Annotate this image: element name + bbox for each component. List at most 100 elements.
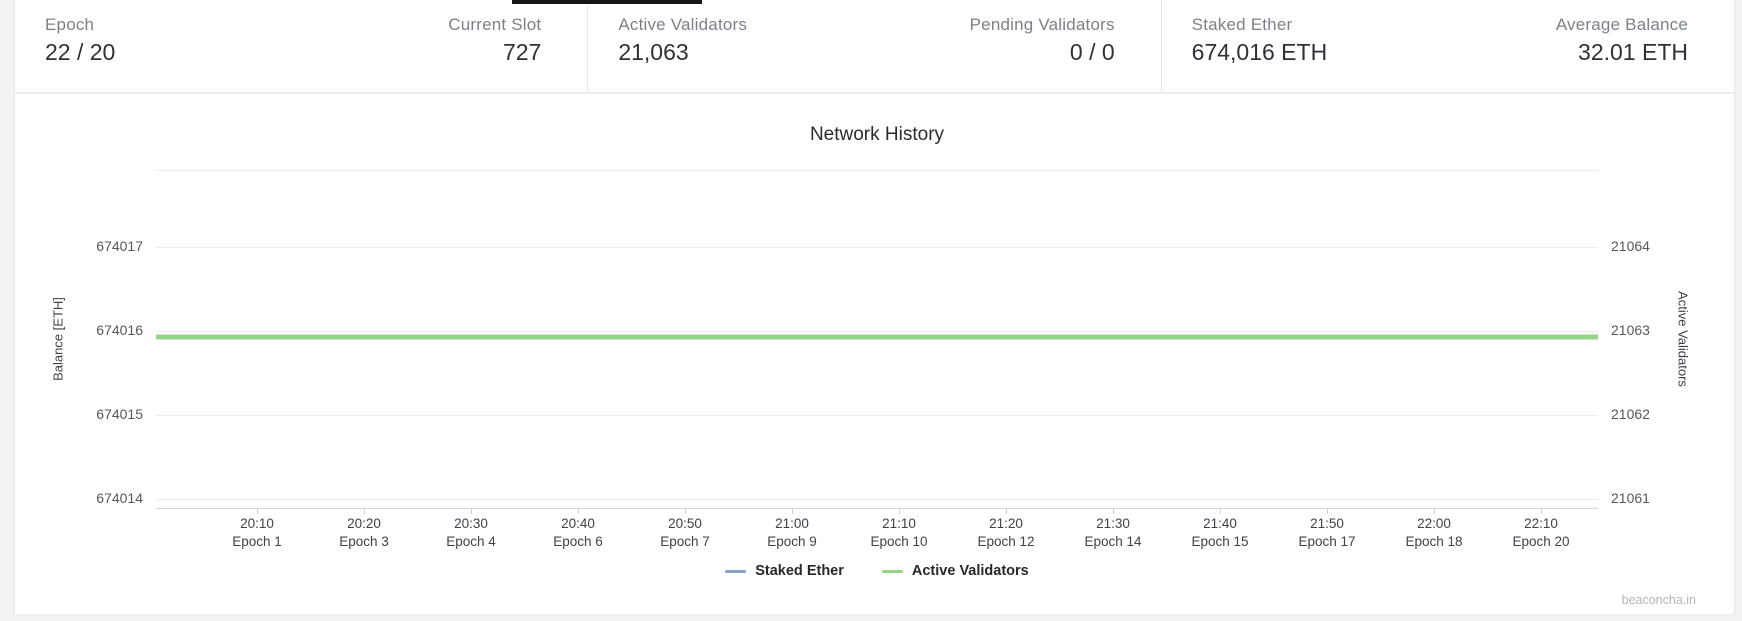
left-axis-title: Balance [ETH] bbox=[50, 297, 66, 381]
legend-swatch bbox=[881, 569, 903, 573]
legend-label: Active Validators bbox=[911, 563, 1029, 579]
gridline bbox=[156, 170, 1598, 171]
plot-area[interactable] bbox=[156, 170, 1598, 514]
stat-label: Current Slot bbox=[448, 15, 542, 34]
x-axis-tick-label: 21:10 Epoch 10 bbox=[833, 515, 965, 551]
x-tick-epoch: Epoch 10 bbox=[870, 534, 928, 549]
x-tick-time: 22:10 bbox=[1524, 516, 1558, 531]
x-axis-tick-mark bbox=[1006, 508, 1007, 514]
stat-current-slot: Current Slot 727 bbox=[293, 15, 541, 92]
x-axis-tick-mark bbox=[1541, 508, 1542, 514]
x-tick-time: 21:40 bbox=[1203, 516, 1237, 531]
x-tick-epoch: Epoch 20 bbox=[1512, 534, 1570, 549]
stat-value: 21,063 bbox=[618, 39, 689, 65]
x-tick-epoch: Epoch 3 bbox=[339, 534, 389, 549]
x-tick-epoch: Epoch 9 bbox=[767, 534, 817, 549]
stat-pending-validators: Pending Validators 0 / 0 bbox=[867, 15, 1115, 92]
x-axis-tick-label: 20:20 Epoch 3 bbox=[298, 515, 430, 551]
x-axis-tick-label: 21:00 Epoch 9 bbox=[726, 515, 858, 551]
x-tick-epoch: Epoch 6 bbox=[553, 534, 603, 549]
left-axis-tick-label: 674014 bbox=[96, 490, 143, 506]
x-axis-tick-label: 20:10 Epoch 1 bbox=[191, 515, 323, 551]
stat-active-validators: Active Validators 21,063 bbox=[618, 15, 866, 92]
x-tick-time: 20:30 bbox=[454, 516, 488, 531]
left-axis-tick-label: 674016 bbox=[96, 322, 143, 338]
x-axis-tick-mark bbox=[257, 508, 258, 514]
network-history-chart: Network History Balance [ETH] Active Val… bbox=[15, 94, 1734, 612]
x-tick-epoch: Epoch 7 bbox=[660, 534, 710, 549]
x-tick-epoch: Epoch 15 bbox=[1191, 534, 1249, 549]
stat-label: Average Balance bbox=[1555, 15, 1688, 34]
x-axis-tick-mark bbox=[1434, 508, 1435, 514]
chart-title: Network History bbox=[809, 124, 945, 145]
left-axis-tick-label: 674015 bbox=[96, 406, 143, 422]
x-tick-epoch: Epoch 17 bbox=[1298, 534, 1356, 549]
stat-value: 0 / 0 bbox=[1069, 39, 1115, 65]
x-axis-tick-mark bbox=[578, 508, 579, 514]
x-axis-tick-mark bbox=[1113, 508, 1114, 514]
x-tick-time: 20:20 bbox=[347, 516, 381, 531]
watermark: beaconcha.in bbox=[1621, 593, 1696, 607]
x-axis-tick-mark bbox=[899, 508, 900, 514]
stat-group: Epoch 22 / 20 Current Slot 727 bbox=[15, 0, 587, 92]
x-tick-time: 21:00 bbox=[775, 516, 809, 531]
legend-swatch bbox=[725, 569, 747, 573]
stat-value: 674,016 ETH bbox=[1191, 39, 1328, 65]
x-axis-tick-label: 20:40 Epoch 6 bbox=[512, 515, 644, 551]
stat-value: 32.01 ETH bbox=[1578, 39, 1688, 65]
gridline bbox=[156, 331, 1598, 332]
active-validators-line[interactable] bbox=[156, 335, 1598, 339]
stat-label: Pending Validators bbox=[969, 15, 1115, 34]
x-tick-epoch: Epoch 14 bbox=[1084, 534, 1142, 549]
x-tick-epoch: Epoch 4 bbox=[446, 534, 496, 549]
x-tick-time: 20:40 bbox=[561, 516, 595, 531]
x-tick-time: 21:30 bbox=[1096, 516, 1130, 531]
cutoff-top-bar-fragment bbox=[512, 0, 702, 4]
legend-item-staked-ether[interactable]: Staked Ether bbox=[725, 563, 844, 579]
dashboard-card: Epoch 22 / 20 Current Slot 727 Active Valida… bbox=[14, 0, 1735, 614]
stat-value: 22 / 20 bbox=[45, 39, 116, 65]
x-axis-line bbox=[156, 508, 1598, 509]
x-axis-tick-label: 21:40 Epoch 15 bbox=[1154, 515, 1286, 551]
x-axis-tick-label: 20:50 Epoch 7 bbox=[619, 515, 751, 551]
stat-label: Epoch bbox=[45, 15, 95, 34]
gridline bbox=[156, 247, 1598, 248]
x-axis-tick-mark bbox=[792, 508, 793, 514]
right-axis-tick-label: 21063 bbox=[1611, 322, 1650, 338]
right-axis-title: Active Validators bbox=[1675, 291, 1691, 387]
right-axis-tick-label: 21062 bbox=[1611, 406, 1650, 422]
x-axis-tick-mark bbox=[685, 508, 686, 514]
x-axis-tick-label: 22:00 Epoch 18 bbox=[1368, 515, 1500, 551]
x-tick-time: 20:50 bbox=[668, 516, 702, 531]
right-axis-tick-label: 21061 bbox=[1611, 490, 1650, 506]
x-tick-time: 22:00 bbox=[1417, 516, 1451, 531]
stat-epoch: Epoch 22 / 20 bbox=[45, 15, 293, 92]
left-axis-tick-label: 674017 bbox=[96, 238, 143, 254]
x-tick-time: 20:10 bbox=[240, 516, 274, 531]
stat-average-balance: Average Balance 32.01 ETH bbox=[1440, 15, 1688, 92]
stat-label: Active Validators bbox=[618, 15, 748, 34]
x-axis-tick-mark bbox=[1220, 508, 1221, 514]
x-axis-tick-label: 21:50 Epoch 17 bbox=[1261, 515, 1393, 551]
chart-legend: Staked Ether Active Validators bbox=[156, 563, 1598, 579]
gridline bbox=[156, 415, 1598, 416]
x-axis-tick-label: 22:10 Epoch 20 bbox=[1475, 515, 1607, 551]
x-axis-tick-mark bbox=[471, 508, 472, 514]
legend-label: Staked Ether bbox=[755, 563, 844, 579]
x-axis-tick-label: 20:30 Epoch 4 bbox=[405, 515, 537, 551]
x-axis-tick-mark bbox=[1327, 508, 1328, 514]
stat-label: Staked Ether bbox=[1191, 15, 1293, 34]
stat-group: Staked Ether 674,016 ETH Average Balance 32… bbox=[1160, 0, 1734, 92]
x-tick-epoch: Epoch 12 bbox=[977, 534, 1035, 549]
legend-item-active-validators[interactable]: Active Validators bbox=[881, 563, 1029, 579]
stat-group: Active Validators 21,063 Pending Validator… bbox=[587, 0, 1160, 92]
x-tick-time: 21:10 bbox=[882, 516, 916, 531]
x-axis-tick-label: 21:30 Epoch 14 bbox=[1047, 515, 1179, 551]
stat-staked-ether: Staked Ether 674,016 ETH bbox=[1192, 15, 1440, 92]
right-axis-tick-label: 21064 bbox=[1611, 238, 1650, 254]
x-axis-tick-label: 21:20 Epoch 12 bbox=[940, 515, 1072, 551]
x-tick-epoch: Epoch 1 bbox=[232, 534, 282, 549]
stats-row: Epoch 22 / 20 Current Slot 727 Active Valida… bbox=[15, 0, 1734, 94]
gridline bbox=[156, 499, 1598, 500]
x-tick-time: 21:20 bbox=[989, 516, 1023, 531]
